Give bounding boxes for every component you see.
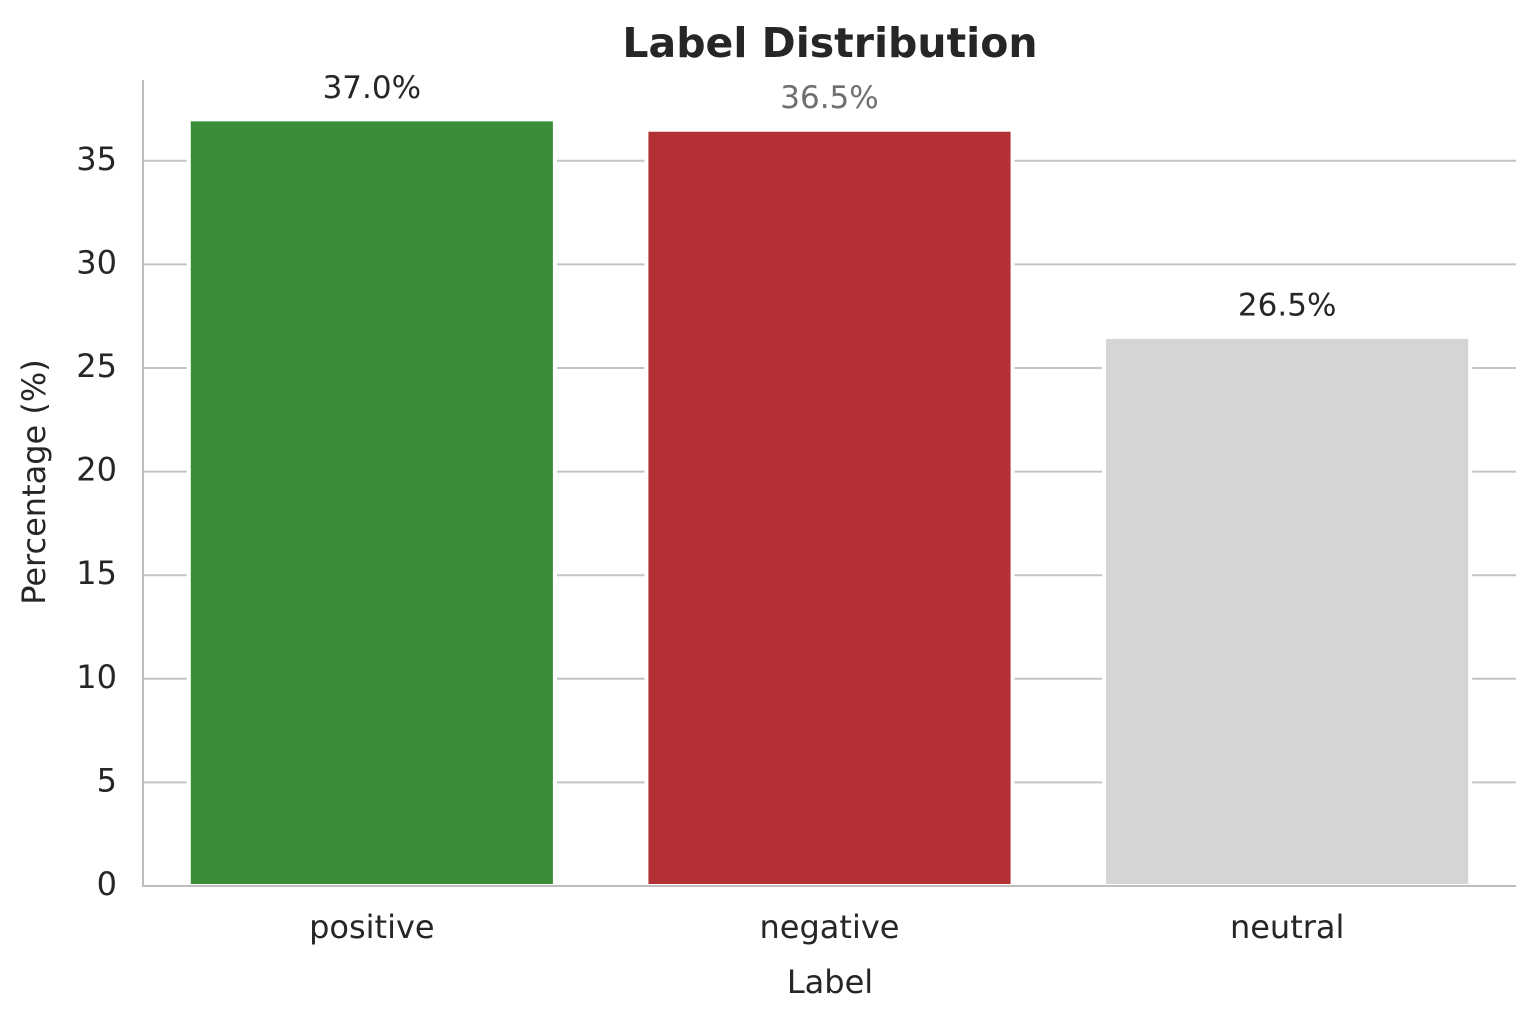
x-tick-label: positive bbox=[309, 908, 435, 946]
x-tick-label: neutral bbox=[1230, 908, 1344, 946]
bars bbox=[186, 117, 1473, 889]
value-label: 26.5% bbox=[1238, 287, 1336, 323]
bar bbox=[1102, 334, 1473, 888]
y-tick-label: 10 bbox=[76, 658, 117, 696]
y-tick-label: 35 bbox=[76, 140, 117, 178]
y-tick-label: 30 bbox=[76, 243, 117, 281]
x-axis-label: Label bbox=[787, 963, 873, 1001]
y-tick-label: 0 bbox=[97, 865, 117, 903]
y-tick-label: 5 bbox=[97, 761, 117, 799]
chart-title: Label Distribution bbox=[622, 19, 1037, 67]
y-tick-label: 15 bbox=[76, 554, 117, 592]
y-tick-label: 25 bbox=[76, 347, 117, 385]
x-tick-label: negative bbox=[760, 908, 900, 946]
value-label: 37.0% bbox=[323, 70, 421, 106]
y-tick-label: 20 bbox=[76, 451, 117, 489]
bar bbox=[186, 117, 557, 888]
y-axis-label: Percentage (%) bbox=[15, 359, 53, 605]
bar bbox=[644, 127, 1015, 889]
value-label: 36.5% bbox=[780, 80, 878, 116]
